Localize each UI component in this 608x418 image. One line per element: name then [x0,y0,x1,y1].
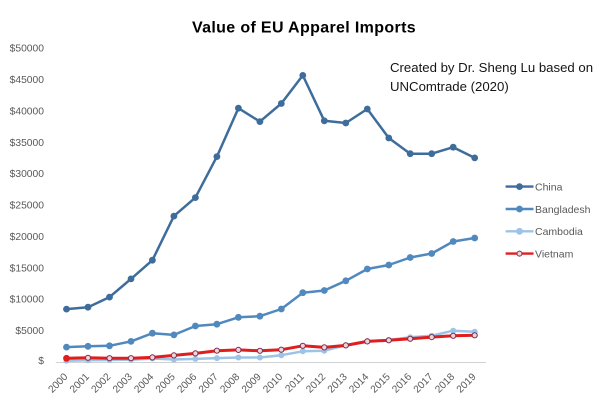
svg-text:$35000: $35000 [10,138,45,149]
svg-text:Created by Dr. Sheng Lu based: Created by Dr. Sheng Lu based on [390,60,593,75]
svg-text:$30000: $30000 [10,169,45,180]
svg-text:$50000: $50000 [10,44,45,55]
svg-text:Bangladesh: Bangladesh [535,204,591,216]
svg-text:$: $ [38,356,44,367]
svg-text:$25000: $25000 [10,201,45,212]
svg-text:$40000: $40000 [10,106,45,117]
svg-text:$15000: $15000 [10,263,45,274]
svg-text:$5000: $5000 [15,326,44,337]
svg-text:Value of EU Apparel Imports: Value of EU Apparel Imports [192,20,416,37]
svg-text:UNComtrade (2020): UNComtrade (2020) [390,79,509,94]
svg-text:Cambodia: Cambodia [535,226,583,238]
svg-text:Vietnam: Vietnam [535,248,574,260]
svg-text:$10000: $10000 [10,295,45,306]
svg-text:China: China [535,181,563,193]
svg-text:$45000: $45000 [10,75,45,86]
svg-text:$20000: $20000 [10,232,45,243]
